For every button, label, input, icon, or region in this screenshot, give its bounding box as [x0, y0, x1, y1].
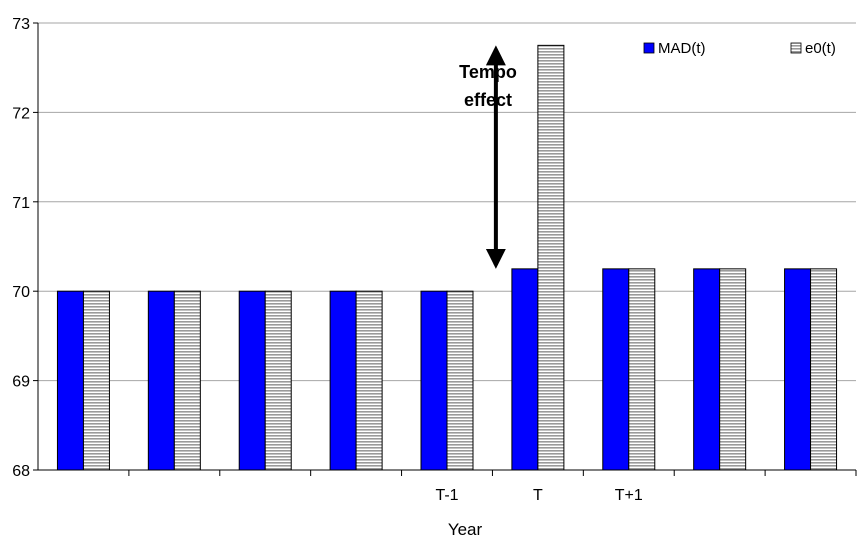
x-axis-label: Year: [448, 520, 483, 539]
x-tick-label-5: T: [533, 487, 543, 504]
bar-mad-2: [238, 290, 266, 471]
bar-e0-6: [628, 268, 656, 471]
tempo-effect-annotation: Tempo effect: [459, 45, 517, 269]
y-tick-label-72: 72: [12, 105, 30, 122]
x-tick-label-4: T-1: [435, 487, 458, 504]
legend-swatch-mad: [643, 42, 655, 54]
tick-labels: 68 69 70 71 72 73 T-1 T T+1: [12, 16, 643, 504]
bars: [56, 44, 838, 471]
bar-e0-0: [82, 290, 110, 471]
y-tick-label-69: 69: [12, 374, 30, 391]
legend-label-mad: MAD(t): [658, 40, 706, 57]
bar-mad-4: [420, 290, 448, 471]
bar-e0-8: [810, 268, 838, 471]
bar-mad-5: [511, 268, 539, 471]
y-tick-label-71: 71: [12, 195, 30, 212]
bar-mad-1: [147, 290, 175, 471]
bar-mad-8: [784, 268, 812, 471]
bar-e0-3: [355, 290, 383, 471]
axes: [33, 22, 857, 476]
y-tick-label-73: 73: [12, 16, 30, 33]
bar-e0-7: [719, 268, 747, 471]
bar-e0-1: [173, 290, 201, 471]
x-tick-label-6: T+1: [615, 487, 643, 504]
legend-label-e0: e0(t): [805, 40, 836, 57]
legend-swatch-e0: [790, 42, 802, 54]
bar-mad-0: [56, 290, 84, 471]
y-tick-label-68: 68: [12, 463, 30, 480]
bar-mad-6: [602, 268, 630, 471]
y-tick-label-70: 70: [12, 284, 30, 301]
annotation-line-1: Tempo: [459, 62, 517, 82]
bar-e0-4: [446, 290, 474, 471]
bar-e0-5: [537, 44, 565, 471]
annotation-line-2: effect: [464, 90, 512, 110]
legend: MAD(t) e0(t): [643, 40, 836, 57]
bar-mad-7: [693, 268, 721, 471]
bar-mad-3: [329, 290, 357, 471]
bar-e0-2: [264, 290, 292, 471]
